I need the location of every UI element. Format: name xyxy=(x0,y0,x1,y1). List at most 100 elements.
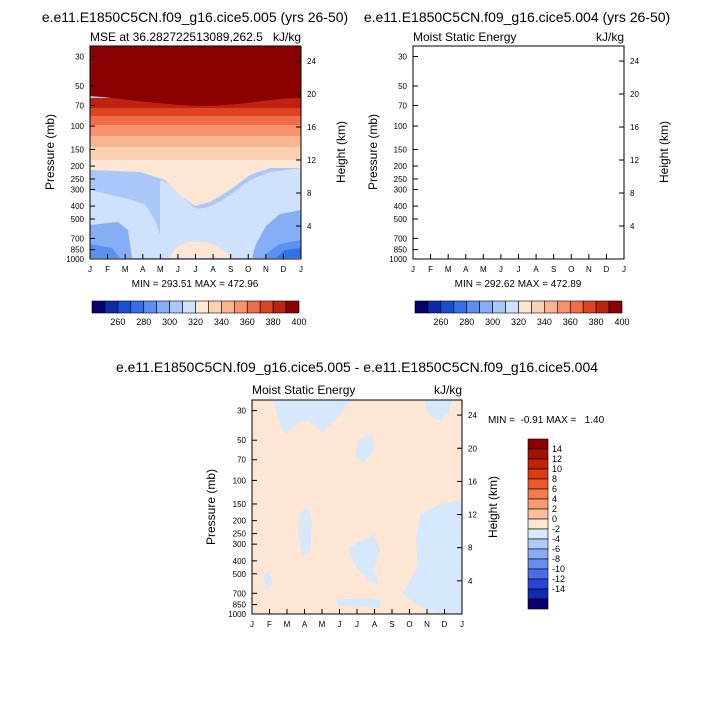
colorbar-swatch xyxy=(531,300,545,314)
colorbar-swatch xyxy=(272,300,287,314)
colorbar-swatch xyxy=(91,300,106,314)
x-tick-label: A xyxy=(533,265,539,274)
height-tick-label: 24 xyxy=(630,57,639,66)
colorbar-swatch xyxy=(527,518,549,530)
mse-band-350-360 xyxy=(413,147,624,160)
colorbar-label: 320 xyxy=(511,317,526,327)
panel-b-minmax: MIN = 292.62 MAX = 472.89 xyxy=(455,279,582,290)
colorbar-label: 280 xyxy=(459,317,474,327)
mse-band-320-340 xyxy=(413,172,624,258)
mse-band-340-350 xyxy=(90,160,301,206)
y-tick-label: 300 xyxy=(394,185,408,194)
colorbar-label: 260 xyxy=(433,317,448,327)
mse-band-270-280 xyxy=(599,248,624,258)
y-tick-label: 50 xyxy=(398,82,407,91)
x-tick-label: A xyxy=(372,620,378,629)
panel-b-title: e.e11.E1850C5CN.f09_g16.cice5.004 (yrs 2… xyxy=(364,9,670,25)
y-tick-label: 70 xyxy=(398,101,407,110)
panel-a-height-axis-label: Height (km) xyxy=(334,121,348,183)
x-tick-label: M xyxy=(445,265,452,274)
colorbar-swatch xyxy=(582,300,597,314)
colorbar-swatch xyxy=(518,300,532,314)
mse-band-290-300 xyxy=(413,222,455,258)
height-tick-label: 12 xyxy=(630,156,639,165)
y-tick-label: 300 xyxy=(71,185,85,194)
colorbar-swatch xyxy=(527,458,549,470)
colorbar-label: -8 xyxy=(552,554,560,564)
panel-a-contours xyxy=(90,46,301,259)
colorbar-label: 320 xyxy=(188,317,203,327)
x-tick-label: N xyxy=(263,265,269,274)
height-tick-label: 20 xyxy=(468,444,477,453)
panel-c: e.e11.E1850C5CN.f09_g16.cice5.005 - e.e1… xyxy=(116,359,605,629)
y-tick-label: 200 xyxy=(71,162,85,171)
colorbar-swatch xyxy=(527,468,549,480)
colorbar-swatch xyxy=(527,538,549,550)
x-tick-label: J xyxy=(194,265,198,274)
x-tick-label: F xyxy=(267,620,272,629)
diff-band-neg-column xyxy=(298,508,312,556)
colorbar-swatch xyxy=(453,300,468,314)
colorbar-swatch xyxy=(156,300,170,314)
mse-band-above-410 xyxy=(90,46,301,106)
colorbar-swatch xyxy=(182,300,196,314)
y-tick-label: 250 xyxy=(233,530,247,539)
colorbar-swatch xyxy=(104,300,119,314)
colorbar-label: 400 xyxy=(614,317,629,327)
colorbar-label: 0 xyxy=(552,514,557,524)
diff-band-neg-upper-mid xyxy=(356,434,374,462)
x-tick-label: O xyxy=(568,265,574,274)
x-tick-label: O xyxy=(406,620,412,629)
colorbar-label: 380 xyxy=(589,317,604,327)
x-tick-label: J xyxy=(499,265,503,274)
x-tick-label: M xyxy=(319,620,326,629)
mse-band-380-390 xyxy=(90,116,301,125)
x-tick-label: M xyxy=(122,265,129,274)
colorbar-label: 8 xyxy=(552,474,557,484)
x-tick-label: M xyxy=(157,265,164,274)
colorbar-swatch xyxy=(221,300,235,314)
y-tick-label: 150 xyxy=(71,145,85,154)
panel-b-height-ticks: 24 20 16 12 8 4 xyxy=(619,57,639,231)
x-tick-label: D xyxy=(604,265,610,274)
colorbar-swatch xyxy=(234,300,248,314)
mse-band-270-280 xyxy=(276,248,301,258)
y-tick-label: 850 xyxy=(233,601,247,610)
height-tick-label: 16 xyxy=(630,123,639,132)
y-tick-label: 100 xyxy=(394,122,408,131)
colorbar-label: -12 xyxy=(552,574,565,584)
height-tick-label: 4 xyxy=(468,577,473,586)
colorbar-swatch xyxy=(143,300,157,314)
colorbar-swatch xyxy=(595,300,610,314)
height-tick-label: 8 xyxy=(630,189,635,198)
panel-b: e.e11.E1850C5CN.f09_g16.cice5.004 (yrs 2… xyxy=(364,9,671,327)
x-tick-label: J xyxy=(250,620,254,629)
colorbar-label: 300 xyxy=(485,317,500,327)
x-tick-label: F xyxy=(428,265,433,274)
diff-band-neg-bottom xyxy=(336,598,380,608)
mse-band-340-350-low xyxy=(493,242,555,258)
colorbar-swatch xyxy=(246,300,261,314)
panel-c-y-axis-label: Pressure (mb) xyxy=(204,469,218,545)
y-tick-label: 700 xyxy=(233,589,247,598)
diff-band-neg-top-right xyxy=(424,400,452,420)
mse-band-370-380 xyxy=(413,125,624,136)
height-tick-label: 24 xyxy=(468,411,477,420)
panel-b-y-axis-label: Pressure (mb) xyxy=(366,114,380,190)
y-tick-label: 150 xyxy=(394,145,408,154)
colorbar-label: 280 xyxy=(136,317,151,327)
mse-band-380-390 xyxy=(413,116,624,125)
panel-c-units-label: kJ/kg xyxy=(434,383,462,397)
panel-b-contours xyxy=(413,46,624,270)
panel-a-title: e.e11.E1850C5CN.f09_g16.cice5.005 (yrs 2… xyxy=(42,9,348,25)
x-tick-label: F xyxy=(105,265,110,274)
height-tick-label: 4 xyxy=(630,222,635,231)
panel-c-title: e.e11.E1850C5CN.f09_g16.cice5.005 - e.e1… xyxy=(116,359,598,375)
colorbar-swatch xyxy=(527,498,549,510)
colorbar-label: 6 xyxy=(552,484,557,494)
y-tick-label: 250 xyxy=(71,175,85,184)
colorbar-swatch xyxy=(527,488,549,500)
mse-band-390-400 xyxy=(90,108,301,116)
height-tick-label: 12 xyxy=(468,511,477,520)
